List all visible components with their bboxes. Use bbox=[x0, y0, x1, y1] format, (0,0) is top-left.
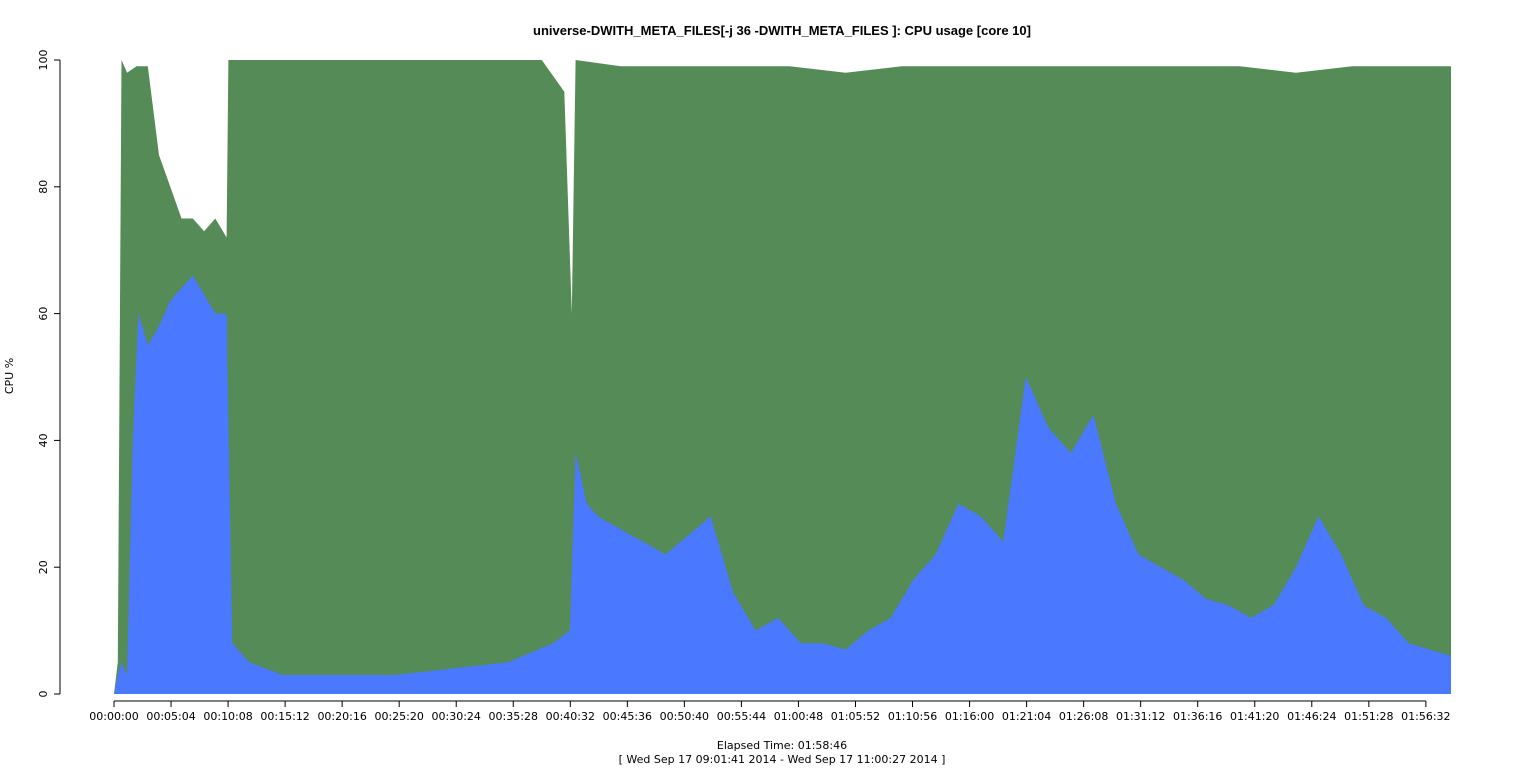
x-tick-label: 01:46:24 bbox=[1287, 710, 1336, 723]
x-tick-label: 01:51:28 bbox=[1344, 710, 1393, 723]
x-tick-label: 00:40:32 bbox=[546, 710, 595, 723]
x-tick-label: 01:05:52 bbox=[831, 710, 880, 723]
series-area-user bbox=[114, 275, 1451, 694]
x-tick-label: 00:05:04 bbox=[146, 710, 195, 723]
x-tick-label: 01:31:12 bbox=[1116, 710, 1165, 723]
y-axis-label: CPU % bbox=[3, 358, 16, 394]
x-axis-label: Elapsed Time: 01:58:46 bbox=[717, 739, 847, 752]
plot-area bbox=[114, 60, 1451, 694]
series-area-total bbox=[114, 60, 1451, 694]
y-tick-label: 0 bbox=[37, 691, 50, 698]
x-tick-label: 00:45:36 bbox=[603, 710, 652, 723]
x-tick-label: 00:50:40 bbox=[660, 710, 709, 723]
x-tick-label: 01:21:04 bbox=[1002, 710, 1051, 723]
y-axis: 0 20 40 60 80 100 bbox=[37, 50, 61, 698]
x-tick-label: 00:25:20 bbox=[374, 710, 423, 723]
x-tick-label: 01:26:08 bbox=[1059, 710, 1108, 723]
x-tick-label: 00:30:24 bbox=[432, 710, 481, 723]
x-tick-label: 01:36:16 bbox=[1173, 710, 1222, 723]
x-tick-label: 00:55:44 bbox=[717, 710, 766, 723]
date-range-subtitle: [ Wed Sep 17 09:01:41 2014 - Wed Sep 17 … bbox=[619, 753, 946, 766]
y-tick-label: 80 bbox=[37, 180, 50, 194]
x-tick-label: 01:00:48 bbox=[774, 710, 823, 723]
y-tick-label: 40 bbox=[37, 433, 50, 447]
x-axis: 00:00:00 00:05:04 00:10:08 00:15:12 00:20:16… bbox=[89, 700, 1451, 723]
x-tick-label: 01:10:56 bbox=[888, 710, 937, 723]
y-tick-label: 20 bbox=[37, 560, 50, 574]
x-tick-label: 01:16:00 bbox=[945, 710, 994, 723]
x-tick-label: 00:15:12 bbox=[260, 710, 309, 723]
y-tick-label: 60 bbox=[37, 307, 50, 321]
x-tick-label: 00:10:08 bbox=[203, 710, 252, 723]
x-tick-label: 00:00:00 bbox=[89, 710, 138, 723]
chart-title: universe-DWITH_META_FILES[-j 36 -DWITH_M… bbox=[533, 23, 1031, 38]
y-tick-label: 100 bbox=[37, 50, 50, 71]
x-tick-label: 00:20:16 bbox=[317, 710, 366, 723]
x-tick-label: 01:56:32 bbox=[1401, 710, 1450, 723]
x-tick-label: 00:35:28 bbox=[489, 710, 538, 723]
x-tick-label: 01:41:20 bbox=[1230, 710, 1279, 723]
